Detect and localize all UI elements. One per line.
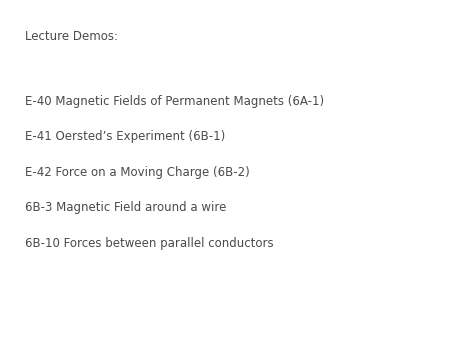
Text: Lecture Demos:: Lecture Demos: xyxy=(25,30,118,43)
Text: 6B-10 Forces between parallel conductors: 6B-10 Forces between parallel conductors xyxy=(25,237,274,249)
Text: E-42 Force on a Moving Charge (6B-2): E-42 Force on a Moving Charge (6B-2) xyxy=(25,166,249,178)
Text: E-40 Magnetic Fields of Permanent Magnets (6A-1): E-40 Magnetic Fields of Permanent Magnet… xyxy=(25,95,324,107)
Text: E-41 Oersted’s Experiment (6B-1): E-41 Oersted’s Experiment (6B-1) xyxy=(25,130,225,143)
Text: 6B-3 Magnetic Field around a wire: 6B-3 Magnetic Field around a wire xyxy=(25,201,226,214)
